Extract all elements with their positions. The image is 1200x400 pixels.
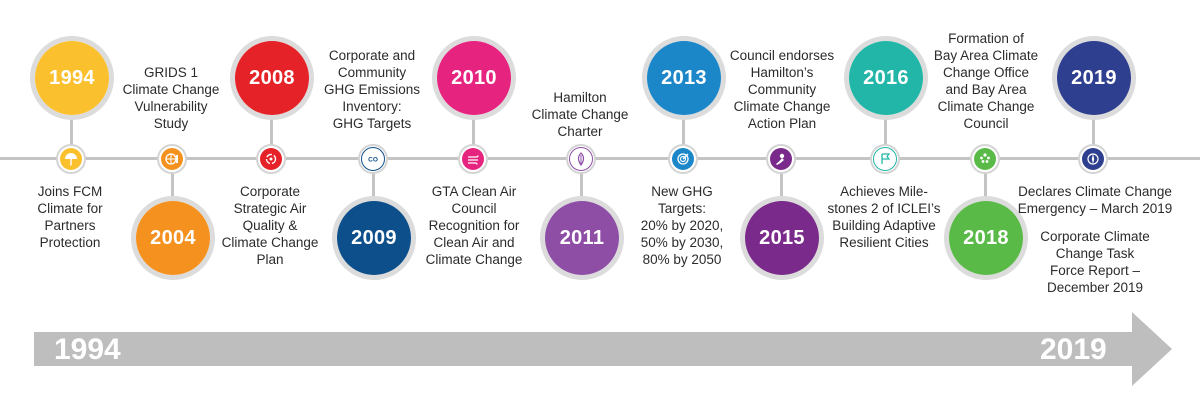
year-badge-2015: 2015 bbox=[740, 196, 824, 280]
hand-icon bbox=[766, 144, 796, 174]
event-label-2018: Formation of Bay Area Climate Change Off… bbox=[933, 31, 1039, 131]
year-label: 2010 bbox=[451, 66, 497, 89]
year-badge-2009: 2009 bbox=[332, 196, 416, 280]
year-label: 2016 bbox=[863, 66, 909, 89]
year-badge-2010: 2010 bbox=[432, 36, 516, 120]
event-label-2004: GRIDS 1 Climate Change Vulnerability Stu… bbox=[122, 65, 220, 131]
year-badge-2016: 2016 bbox=[844, 36, 928, 120]
event-label-1994: Joins FCM Climate for Partners Protectio… bbox=[37, 184, 103, 250]
co-cloud-icon: CO bbox=[358, 144, 388, 174]
connector bbox=[884, 118, 887, 158]
timeline-arrow bbox=[34, 312, 1172, 386]
connector bbox=[372, 158, 375, 200]
event-label-2016: Achieves Mile- stones 2 of ICLEI’s Build… bbox=[827, 184, 941, 250]
year-badge-2019: 2019 bbox=[1052, 36, 1136, 120]
connector bbox=[70, 118, 73, 158]
arrow-start-year: 1994 bbox=[54, 333, 121, 366]
event-label-2008: Corporate Strategic Air Quality & Climat… bbox=[221, 184, 319, 267]
year-label: 2015 bbox=[759, 226, 805, 249]
globe-thermometer-icon bbox=[157, 144, 187, 174]
year-label: 2019 bbox=[1071, 66, 1117, 89]
compass-globe-icon bbox=[1078, 144, 1108, 174]
connector bbox=[472, 118, 475, 158]
flag-icon bbox=[870, 144, 900, 174]
year-label: 2004 bbox=[150, 226, 196, 249]
umbrella-icon bbox=[56, 144, 86, 174]
connector bbox=[780, 158, 783, 200]
connector bbox=[270, 118, 273, 158]
connector bbox=[984, 158, 987, 200]
year-label: 2018 bbox=[963, 226, 1009, 249]
year-badge-2013: 2013 bbox=[642, 36, 726, 120]
connector bbox=[580, 158, 583, 200]
year-label: 2009 bbox=[351, 226, 397, 249]
year-label: 2008 bbox=[249, 66, 295, 89]
svg-text:CO: CO bbox=[368, 157, 378, 164]
year-badge-2008: 2008 bbox=[230, 36, 314, 120]
leaf-icon bbox=[566, 144, 596, 174]
connector bbox=[171, 158, 174, 200]
event-label-2009: Corporate and Community GHG Emissions In… bbox=[323, 48, 421, 131]
connector bbox=[1092, 118, 1095, 158]
year-label: 2011 bbox=[559, 226, 605, 249]
event-label-2013: New GHG Targets: 20% by 2020, 50% by 203… bbox=[640, 184, 724, 267]
year-badge-2011: 2011 bbox=[540, 196, 624, 280]
people-icon bbox=[970, 144, 1000, 174]
arrow-end-year: 2019 bbox=[1040, 333, 1107, 366]
event-label-2010: GTA Clean Air Council Recognition for Cl… bbox=[425, 184, 523, 267]
connector bbox=[682, 118, 685, 158]
year-badge-2018: 2018 bbox=[944, 196, 1028, 280]
event-label-2019: Declares Climate Change Emergency – Marc… bbox=[1017, 184, 1173, 216]
year-badge-1994: 1994 bbox=[30, 36, 114, 120]
year-badge-2004: 2004 bbox=[131, 196, 215, 280]
event-label-2011: Hamilton Climate Change Charter bbox=[531, 90, 629, 139]
wind-icon bbox=[458, 144, 488, 174]
year-label: 2013 bbox=[661, 66, 707, 89]
event-label-2015: Council endorses Hamilton’s Community Cl… bbox=[729, 48, 835, 131]
year-label: 1994 bbox=[49, 66, 95, 89]
timeline-axis bbox=[0, 157, 1200, 160]
event-label-2019-report: Corporate Climate Change Task Force Repo… bbox=[1040, 229, 1150, 295]
recycle-icon bbox=[256, 144, 286, 174]
target-icon bbox=[668, 144, 698, 174]
